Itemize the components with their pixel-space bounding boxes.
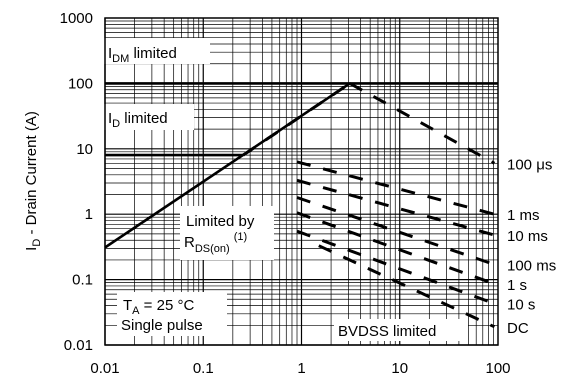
conditions-box: [117, 292, 227, 336]
x-tick-label: 0.1: [193, 360, 214, 377]
series-line-t10ms: [296, 178, 495, 237]
y-tick-label: 1000: [60, 10, 93, 27]
annotations: IDM limited ID limited Limited by RDS(on…: [104, 38, 468, 341]
series-line-t10s: [296, 229, 495, 306]
x-tick-label: 100: [485, 360, 510, 377]
y-tick-label: 10: [76, 141, 93, 158]
x-tick-label: 0.01: [90, 360, 119, 377]
bvdss-limited-label: BVDSS limited: [338, 323, 436, 340]
series-line-t100us_flat: [349, 82, 496, 165]
curve-label: 100 ms: [507, 258, 556, 275]
series-line-t100ms: [296, 196, 495, 266]
curve-label: 100 μs: [507, 156, 552, 173]
id-label-box: [104, 104, 194, 130]
rds-limited-label: Limited by: [186, 213, 255, 230]
curve-label: 1 ms: [507, 207, 540, 224]
y-axis-label: ID - Drain Current (A): [23, 111, 43, 251]
plot-frame: [104, 17, 499, 346]
curve-label: 10 s: [507, 297, 535, 314]
id-limited-label: ID limited: [108, 110, 168, 130]
curve-label: 1 s: [507, 277, 527, 294]
series-group: [104, 82, 498, 329]
y-tick-label: 0.1: [72, 272, 93, 289]
x-tick-label: 1: [297, 360, 305, 377]
single-pulse-label: Single pulse: [121, 317, 203, 334]
series-line-rds_on: [104, 82, 351, 249]
y-tick-label: 0.01: [64, 337, 93, 354]
series-line-t1s: [296, 211, 495, 286]
curve-label: DC: [507, 320, 529, 337]
idm-limited-label: IDM limited: [108, 45, 177, 65]
bvdss-box: [334, 319, 468, 341]
rds-on-label: RDS(on)(1): [184, 231, 247, 255]
series-line-t100us: [242, 82, 351, 157]
series-line-dc: [318, 244, 496, 329]
curve-label: 10 ms: [507, 228, 548, 245]
tick-labels: 0.01 0.1 1 10 100 1000 100 10 1 0.1 0.01: [60, 10, 511, 377]
curve-labels: 100 μs 1 ms 10 ms 100 ms 1 s 10 s DC: [507, 156, 556, 336]
idm-label-box: [104, 38, 210, 64]
ta-label: TA = 25 °C: [123, 297, 194, 317]
y-tick-label: 1: [85, 206, 93, 223]
series-line-t1ms: [296, 160, 495, 216]
x-tick-label: 10: [391, 360, 408, 377]
y-tick-label: 100: [68, 75, 93, 92]
rds-label-box: [180, 206, 274, 260]
